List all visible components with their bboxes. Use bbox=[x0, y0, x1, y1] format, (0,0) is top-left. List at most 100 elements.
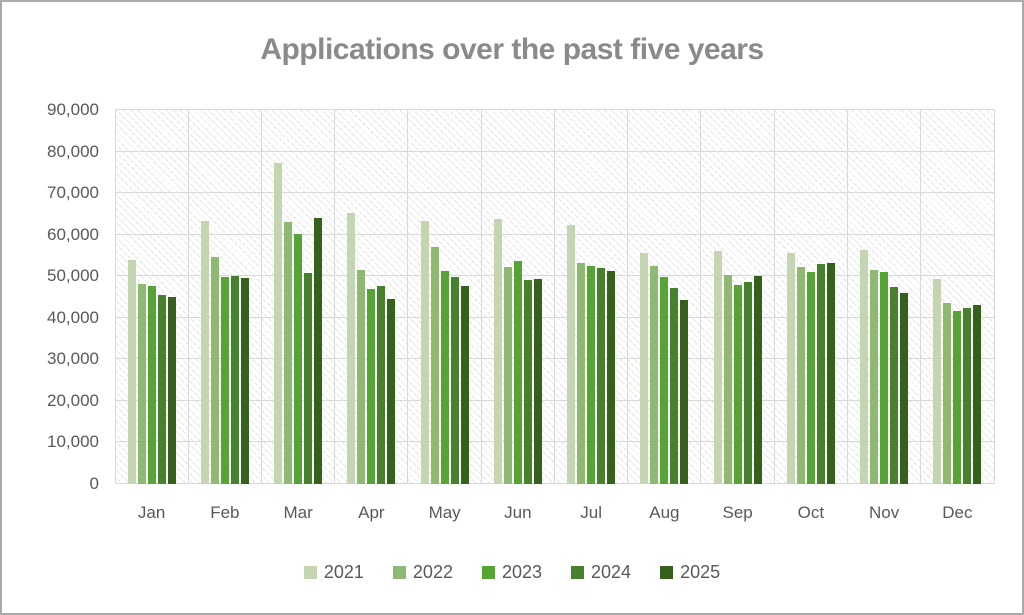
bar-aug-2025[interactable] bbox=[680, 299, 689, 484]
legend-swatch-icon bbox=[392, 566, 406, 579]
bar-aug-2023[interactable] bbox=[660, 277, 669, 484]
bar-apr-2025[interactable] bbox=[387, 299, 396, 484]
bar-jul-2021[interactable] bbox=[567, 224, 576, 484]
bar-jun-2021[interactable] bbox=[493, 218, 502, 484]
bar-mar-2022[interactable] bbox=[284, 222, 293, 484]
gridline-v bbox=[993, 110, 995, 484]
legend-item-2023[interactable]: 2023 bbox=[481, 562, 542, 583]
bar-nov-2025[interactable] bbox=[900, 293, 909, 484]
gridline-v bbox=[334, 110, 336, 484]
legend-item-2021[interactable]: 2021 bbox=[303, 562, 364, 583]
bar-oct-2024[interactable] bbox=[816, 263, 825, 484]
y-axis-tick-label: 50,000 bbox=[47, 266, 99, 286]
bar-jan-2025[interactable] bbox=[167, 296, 176, 484]
bar-mar-2025[interactable] bbox=[314, 218, 323, 484]
bar-sep-2025[interactable] bbox=[753, 276, 762, 484]
plot-area[interactable] bbox=[114, 109, 995, 484]
bar-group-jun bbox=[481, 110, 554, 484]
legend-swatch-icon bbox=[660, 566, 674, 579]
legend-item-2022[interactable]: 2022 bbox=[392, 562, 453, 583]
bar-nov-2023[interactable] bbox=[880, 272, 889, 484]
gridline-v bbox=[480, 110, 482, 484]
bar-jan-2024[interactable] bbox=[157, 295, 166, 484]
x-axis-tick-label: May bbox=[428, 503, 461, 522]
bar-oct-2025[interactable] bbox=[826, 262, 835, 484]
y-axis: 0 10,000 20,000 30,000 40,000 50,000 60,000 70,… bbox=[2, 2, 99, 613]
bar-jun-2022[interactable] bbox=[503, 267, 512, 484]
bar-mar-2023[interactable] bbox=[294, 233, 303, 484]
bar-jun-2024[interactable] bbox=[523, 279, 532, 484]
legend-label: 2022 bbox=[412, 562, 453, 582]
bar-oct-2022[interactable] bbox=[796, 266, 805, 484]
bar-dec-2023[interactable] bbox=[953, 310, 962, 484]
bar-feb-2025[interactable] bbox=[240, 278, 249, 484]
legend-label: 2024 bbox=[591, 562, 632, 582]
bar-group-feb bbox=[188, 110, 261, 484]
bar-nov-2022[interactable] bbox=[870, 270, 879, 484]
bar-sep-2024[interactable] bbox=[743, 282, 752, 484]
chart-title[interactable]: Applications over the past five years bbox=[260, 33, 764, 66]
bar-apr-2021[interactable] bbox=[347, 213, 356, 484]
x-axis-tick-label: Apr bbox=[358, 503, 385, 522]
x-axis-tick-label: Aug bbox=[649, 503, 680, 522]
bar-jan-2023[interactable] bbox=[147, 286, 156, 484]
gridline-v bbox=[847, 110, 848, 484]
bar-group-jul bbox=[555, 110, 628, 484]
bar-mar-2024[interactable] bbox=[304, 273, 313, 484]
legend-swatch-icon bbox=[571, 566, 585, 579]
bar-may-2022[interactable] bbox=[430, 246, 439, 484]
legend: 2021 2022 2023 2024 2025 bbox=[2, 562, 1022, 583]
bar-feb-2021[interactable] bbox=[200, 221, 209, 484]
bar-jan-2021[interactable] bbox=[127, 259, 136, 484]
bar-group-may bbox=[408, 110, 481, 484]
bar-apr-2023[interactable] bbox=[367, 288, 376, 484]
y-axis-tick-label: 20,000 bbox=[47, 390, 99, 410]
bar-may-2025[interactable] bbox=[460, 285, 469, 484]
bar-jul-2023[interactable] bbox=[587, 265, 596, 484]
bar-feb-2023[interactable] bbox=[220, 277, 229, 484]
y-axis-tick-label: 80,000 bbox=[47, 141, 99, 161]
bar-jun-2023[interactable] bbox=[513, 261, 522, 484]
legend-item-2025[interactable]: 2025 bbox=[660, 562, 720, 583]
gridline-v bbox=[700, 110, 702, 484]
bar-dec-2024[interactable] bbox=[963, 308, 972, 484]
x-axis-tick-label: Oct bbox=[797, 503, 825, 522]
bar-jun-2025[interactable] bbox=[533, 278, 542, 484]
bar-feb-2024[interactable] bbox=[230, 275, 239, 484]
bar-sep-2021[interactable] bbox=[713, 250, 722, 484]
bar-group-aug bbox=[628, 110, 701, 484]
bar-group-oct bbox=[774, 110, 847, 484]
legend-swatch-icon bbox=[481, 566, 495, 579]
legend-swatch-icon bbox=[303, 566, 317, 579]
x-axis-tick-label: Jun bbox=[504, 503, 532, 522]
bar-may-2021[interactable] bbox=[420, 221, 429, 484]
bar-feb-2022[interactable] bbox=[210, 256, 219, 484]
x-axis-tick-label: Jul bbox=[580, 503, 602, 522]
bar-may-2024[interactable] bbox=[450, 276, 459, 484]
gridline-v bbox=[260, 110, 262, 484]
bar-dec-2025[interactable] bbox=[973, 305, 982, 484]
bar-sep-2023[interactable] bbox=[733, 285, 742, 484]
bar-nov-2024[interactable] bbox=[890, 286, 899, 484]
bar-aug-2021[interactable] bbox=[640, 253, 649, 484]
bar-mar-2021[interactable] bbox=[274, 163, 283, 484]
legend-item-2024[interactable]: 2024 bbox=[571, 562, 631, 583]
bar-group-dec bbox=[921, 110, 994, 484]
bar-may-2023[interactable] bbox=[440, 270, 449, 484]
gridline-v bbox=[114, 110, 116, 484]
bar-aug-2022[interactable] bbox=[650, 265, 659, 484]
bar-dec-2022[interactable] bbox=[943, 303, 952, 484]
bar-jan-2022[interactable] bbox=[137, 283, 146, 484]
bar-dec-2021[interactable] bbox=[933, 278, 942, 484]
bar-apr-2024[interactable] bbox=[377, 285, 386, 484]
bar-apr-2022[interactable] bbox=[357, 269, 366, 484]
bar-jul-2024[interactable] bbox=[597, 267, 606, 484]
bar-sep-2022[interactable] bbox=[723, 274, 732, 484]
bar-group-jan bbox=[115, 110, 188, 484]
bar-nov-2021[interactable] bbox=[860, 250, 869, 484]
bar-oct-2023[interactable] bbox=[806, 272, 815, 484]
bar-jul-2022[interactable] bbox=[577, 262, 586, 484]
bar-aug-2024[interactable] bbox=[670, 288, 679, 484]
bar-oct-2021[interactable] bbox=[786, 252, 795, 484]
bar-jul-2025[interactable] bbox=[607, 270, 616, 484]
